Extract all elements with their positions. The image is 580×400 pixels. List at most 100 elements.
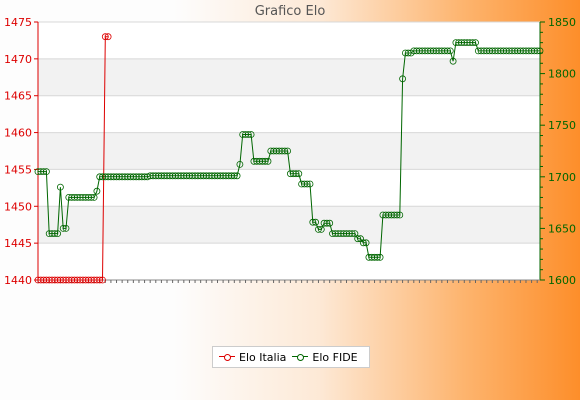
series-fide-point <box>455 39 463 46</box>
series-fide-point <box>354 235 362 243</box>
series-fide-point <box>517 47 524 55</box>
y-tick-label-right: 1850 <box>548 16 576 29</box>
series-fide-point <box>393 211 401 219</box>
series-fide-point <box>90 193 98 201</box>
series-italia-point <box>90 276 98 284</box>
series-fide-point <box>444 47 451 55</box>
series-italia-point <box>101 33 109 41</box>
series-fide-point <box>76 193 84 201</box>
series-fide-point <box>45 230 53 238</box>
series-fide-point <box>292 170 300 178</box>
series-italia-point <box>79 276 87 284</box>
series-fide-point <box>180 172 188 180</box>
series-fide-point <box>323 219 331 227</box>
series-fide-point <box>314 225 322 233</box>
series-fide-point <box>244 131 252 138</box>
series-fide-point <box>219 172 227 180</box>
y-tick-label-right: 1600 <box>548 274 576 287</box>
series-fide-point <box>59 224 67 232</box>
series-italia-point <box>85 276 92 284</box>
series-fide-point <box>522 47 530 55</box>
series-fide-point <box>183 172 191 180</box>
series-fide-point <box>432 47 440 55</box>
series-fide-point <box>115 173 123 181</box>
chart-title: Grafico Elo <box>254 4 326 19</box>
series-italia-point <box>93 276 101 284</box>
series-fide-point <box>281 147 289 155</box>
series-fide-point <box>247 131 255 138</box>
series-fide-point <box>40 168 47 176</box>
series-fide-point <box>536 47 544 55</box>
series-fide-point <box>34 168 42 176</box>
series-fide-point <box>418 47 426 55</box>
series-fide-point <box>62 224 70 232</box>
series-fide-point <box>101 173 109 181</box>
series-fide-point <box>118 173 126 181</box>
series-fide-point <box>469 39 477 46</box>
series-fide-point <box>303 180 311 188</box>
series-fide-point <box>483 47 491 55</box>
grid-band <box>38 58 540 96</box>
y-tick-label-left: 1460 <box>4 127 32 140</box>
legend-swatch-fide <box>292 352 309 362</box>
y-tick-label-right: 1700 <box>548 171 576 184</box>
series-fide-point <box>169 172 177 180</box>
series-fide-point <box>230 172 238 180</box>
legend-label-fide: Elo FIDE <box>312 350 358 364</box>
series-fide-point <box>376 253 384 261</box>
series-fide-point <box>351 230 359 238</box>
series-fide-point <box>399 75 407 83</box>
series-fide-point <box>531 47 538 55</box>
series-fide-point <box>340 230 348 238</box>
series-italia-point <box>104 33 112 41</box>
series-italia-point <box>96 276 104 284</box>
series-fide-point <box>71 193 78 201</box>
legend-swatch-italia <box>219 352 235 362</box>
series-fide-point <box>275 147 283 155</box>
y-tick-label-left: 1450 <box>4 200 32 213</box>
series-fide-point <box>205 172 213 180</box>
series-fide-point <box>202 172 210 180</box>
series-fide-point <box>373 253 381 261</box>
series-fide-point <box>236 160 244 168</box>
series-fide-point <box>107 173 115 181</box>
series-fide-point <box>309 218 317 226</box>
series-fide-point <box>508 47 516 55</box>
series-fide-point <box>362 239 370 247</box>
y-tick-label-right: 1750 <box>548 119 576 132</box>
y-tick-label-left: 1445 <box>4 237 32 250</box>
legend: Elo Italia Elo FIDE <box>212 346 370 368</box>
grid-band <box>38 206 540 244</box>
series-fide-point <box>289 170 297 178</box>
series-fide-point <box>155 172 163 180</box>
series-fide-point <box>43 168 50 176</box>
y-tick-label-left: 1455 <box>4 163 32 176</box>
series-fide-point <box>191 172 199 180</box>
series-fide-point <box>284 147 292 155</box>
series-italia-point <box>45 276 53 284</box>
series-fide-point <box>326 219 334 227</box>
series-fide-point <box>233 172 241 180</box>
series-fide-point <box>51 230 59 238</box>
series-fide-point <box>396 211 404 219</box>
series-fide-point <box>99 173 106 181</box>
series-fide-point <box>533 47 541 55</box>
y-tick-label-left: 1440 <box>4 274 32 287</box>
legend-label-italia: Elo Italia <box>239 350 287 364</box>
series-fide-point <box>449 57 457 65</box>
series-fide-point <box>48 230 56 238</box>
series-fide-point <box>359 239 367 247</box>
series-fide-point <box>472 39 479 46</box>
series-fide-point <box>264 157 272 165</box>
series-fide-point <box>519 47 527 55</box>
series-fide-point <box>306 180 314 188</box>
series-italia-point <box>73 276 81 284</box>
series-fide-point <box>317 225 325 233</box>
series-italia-point <box>76 276 84 284</box>
series-italia-point <box>99 276 106 284</box>
series-fide-point <box>368 253 376 261</box>
series-fide-point <box>121 173 129 181</box>
series-fide-point <box>93 187 101 195</box>
